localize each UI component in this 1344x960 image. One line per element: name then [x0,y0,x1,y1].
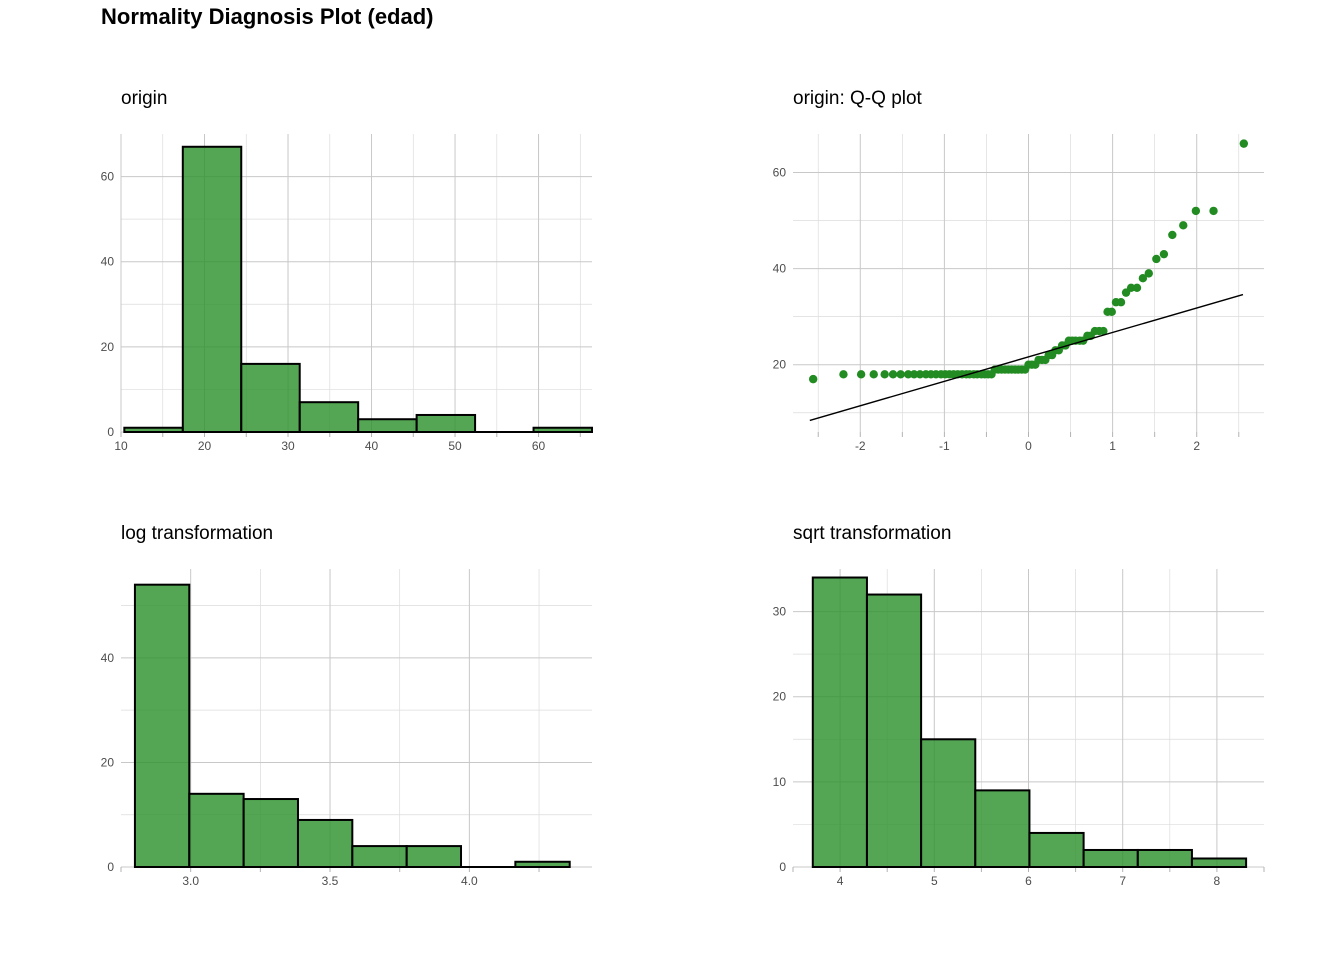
y-tick-label: 40 [101,255,115,269]
histogram-bar [405,845,463,868]
x-tick-label: 1 [1109,439,1116,453]
qq-point [1209,206,1218,216]
qq-point [869,370,878,379]
panel-title-sqrt: sqrt transformation [793,523,951,544]
qq-point [856,370,866,379]
histogram-bar [181,145,243,433]
y-tick-label: 0 [107,860,114,874]
histogram-bar [357,418,418,434]
x-tick-label: 6 [1025,874,1032,888]
histogram-bar [532,426,593,434]
qq-point [1144,269,1153,278]
x-tick-label: 0 [1025,439,1032,453]
x-tick-label: 30 [281,439,295,453]
histogram-bar [1136,848,1193,869]
y-tick-label: 60 [101,170,115,184]
histogram-bar [1028,831,1085,869]
panel-log-histogram: log transformation 3.0 3.5 4.0 0 20 40 [101,523,592,888]
qq-point [1126,283,1136,293]
qq-point [896,370,905,379]
x-tick-label: 4 [837,874,844,888]
qq-point [1179,221,1188,230]
histogram-bar [811,576,868,868]
x-tick-label: 8 [1214,874,1221,888]
histogram-bar [514,860,571,868]
y-tick-label: 20 [101,340,115,354]
qq-reference-line [809,293,1244,422]
qq-point [880,370,889,379]
qq-point [808,374,818,384]
x-tick-label: 60 [532,439,546,453]
x-tick-label: 10 [114,439,128,453]
histogram-bar [242,798,299,869]
panel-sqrt-histogram: sqrt transformation 4 5 6 7 8 0 10 20 30 [773,523,1265,888]
y-tick-label: 20 [773,358,787,372]
x-tick-label: 40 [365,439,379,453]
histogram-bar [1190,857,1248,869]
x-tick-label: 50 [448,439,462,453]
y-tick-label: 10 [773,775,787,789]
x-tick-label: 7 [1119,874,1126,888]
qq-point [1159,249,1169,259]
figure-title: Normality Diagnosis Plot (edad) [101,4,434,29]
histogram-bar [240,362,301,433]
histogram-bar [974,789,1031,868]
qq-point [1239,139,1249,148]
plot-area-qq: -2 -1 0 1 2 20 40 60 [773,134,1264,453]
plot-area-origin: 10 20 30 40 50 60 0 20 40 60 [101,134,593,453]
qq-point [1099,326,1108,336]
panel-title-origin: origin [121,88,167,109]
histogram-bar [123,426,184,434]
qq-point [915,370,925,379]
histogram-bar [188,792,245,868]
histogram-bar [865,593,923,868]
x-tick-label: 5 [931,874,938,888]
qq-point [888,370,898,379]
x-tick-label: 3.0 [182,874,199,888]
histogram-bar [1082,848,1139,869]
y-tick-label: 40 [101,651,115,665]
x-tick-label: 20 [198,439,212,453]
panel-origin-histogram: origin 10 20 30 40 50 60 0 20 40 60 [101,88,593,453]
qq-point [1132,283,1142,293]
qq-point [904,370,913,379]
qq-point [1191,206,1201,216]
histogram-bar [133,583,191,868]
plot-area-log: 3.0 3.5 4.0 0 20 40 [101,569,592,888]
y-tick-label: 0 [779,860,786,874]
y-tick-label: 0 [107,425,114,439]
y-tick-label: 30 [773,605,787,619]
histogram-bar [296,818,354,869]
histogram-bar [415,413,477,434]
histogram-bar [351,845,408,868]
qq-point [1152,254,1161,264]
y-tick-label: 40 [773,262,787,276]
x-tick-label: -2 [855,439,866,453]
histogram-bar [920,738,977,868]
panel-title-qq: origin: Q-Q plot [793,88,923,109]
panel-title-log: log transformation [121,523,273,544]
plot-area-sqrt: 4 5 6 7 8 0 10 20 30 [773,569,1265,888]
qq-point [1138,273,1148,283]
qq-point [839,370,848,379]
y-tick-label: 60 [773,165,787,179]
qq-point [1116,298,1126,307]
qq-point [1168,230,1177,240]
qq-point [1107,307,1116,317]
y-tick-label: 20 [101,755,115,769]
qq-point [909,370,919,379]
x-tick-label: 4.0 [461,874,478,888]
x-tick-label: -1 [939,439,950,453]
x-tick-label: 2 [1193,439,1200,453]
panel-origin-qq: origin: Q-Q plot -2 -1 0 1 2 20 40 60 [773,88,1264,453]
histogram-bar [298,401,360,434]
x-tick-label: 3.5 [322,874,339,888]
y-tick-label: 20 [773,690,787,704]
